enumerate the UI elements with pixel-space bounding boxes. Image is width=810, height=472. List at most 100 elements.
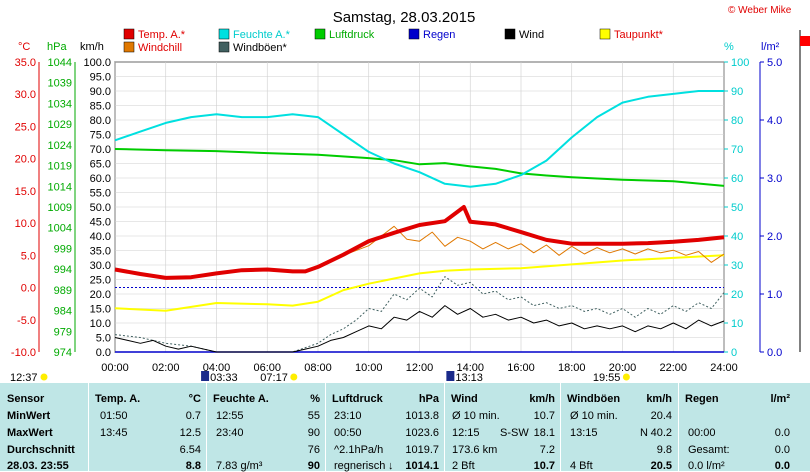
wind-tick-label: 80.0 (90, 115, 111, 127)
stats-temp-value: 6.54 (179, 444, 201, 456)
time-tick-label: 10:00 (355, 362, 383, 374)
wind-tick-label: 40.0 (90, 231, 111, 243)
moon-icon (40, 373, 48, 381)
humidity-tick-label: 100 (731, 57, 749, 69)
stats-temp-value: 0.7 (185, 410, 201, 422)
wind-tick-label: 100.0 (83, 57, 111, 69)
stats-header-gust: Windböen (567, 393, 621, 405)
stats-wind-value: 10.7 (533, 410, 555, 422)
legend-swatch (218, 41, 230, 53)
stats-wind-info: Ø 10 min. (452, 410, 500, 422)
legend-label: Regen (423, 29, 455, 41)
stats-pressure-value: 1019.7 (405, 444, 439, 456)
statistics-panel: Sensor MinWert MaxWert Durchschnitt 28.03. 2… (0, 383, 810, 472)
temp-tick-label: -5.0 (17, 315, 36, 327)
pressure-tick-label: 1044 (48, 57, 72, 69)
pressure-tick-label: 1009 (48, 202, 72, 214)
pressure-tick-label: 1019 (48, 161, 72, 173)
time-tick-label: 08:00 (304, 362, 332, 374)
stats-pressure-time: ^2.1hPa/h (334, 444, 384, 456)
legend-label: Luftdruck (329, 29, 375, 41)
wind-unit-label: km/h (80, 41, 104, 53)
temp-tick-label: -10.0 (11, 347, 36, 359)
stats-wind-info: 173.6 km (452, 444, 498, 456)
moon-marker-icon (446, 371, 455, 381)
humidity-tick-label: 30 (731, 260, 743, 272)
time-tick-label: 16:00 (507, 362, 535, 374)
y-axes: 35.0 30.0 25.0 20.0 15.0 10.0 5.0 0.0 -5.0 -10.0 1… (11, 57, 782, 359)
weather-chart: Samstag, 28.03.2015 © Weber Mike Temp. A… (10, 5, 810, 383)
temp-tick-label: 0.0 (21, 283, 36, 295)
sunrise-icon-time: 03:33 (210, 372, 238, 383)
stats-header-pressure: Luftdruck (332, 393, 383, 405)
legend-swatch (599, 28, 611, 40)
humidity-tick-label: 0 (731, 347, 737, 359)
wind-tick-label: 5.0 (96, 333, 111, 345)
sun-moon-row: 12:37 03:33 07:17 13:13 19:55 (10, 371, 630, 383)
series-line-windchill (343, 225, 725, 263)
stats-unit-humidity: % (310, 393, 320, 405)
sunrise-icon (201, 371, 210, 381)
legend-swatch (123, 41, 135, 53)
stats-temp-time: 01:50 (100, 410, 128, 422)
stats-header-temp: Temp. A. (95, 393, 141, 405)
humidity-tick-label: 40 (731, 231, 743, 243)
humidity-tick-label: 10 (731, 318, 743, 330)
legend-swatch (408, 28, 420, 40)
wind-tick-label: 35.0 (90, 246, 111, 258)
chart-title: Samstag, 28.03.2015 (333, 9, 476, 26)
wind-tick-label: 60.0 (90, 173, 111, 185)
moonset-time: 12:37 (10, 372, 38, 383)
stats-rain-value: 0.0 (774, 427, 790, 439)
pressure-tick-label: 989 (54, 285, 72, 297)
stats-wind-info: 2 Bft (452, 460, 475, 472)
stats-pressure-time: regnerisch (334, 460, 386, 472)
stats-rain-value: 0.0 (774, 444, 790, 456)
legend-label: Taupunkt* (614, 29, 664, 41)
pressure-tick-label: 1024 (48, 140, 72, 152)
stats-humidity-value: 90 (307, 460, 320, 472)
wind-tick-label: 95.0 (90, 72, 111, 84)
stats-humidity-time: 12:55 (216, 410, 244, 422)
legend-label: Windchill (138, 42, 182, 54)
wind-tick-label: 85.0 (90, 101, 111, 113)
right-edge-legend-swatch (800, 36, 810, 46)
pressure-unit-label: hPa (47, 41, 67, 53)
stats-pressure-value: 1014.1 (405, 460, 439, 472)
stats-pressure-time: 23:10 (334, 410, 362, 422)
legend-label: Windböen* (233, 42, 288, 54)
legend-swatch (218, 28, 230, 40)
stats-humidity-value: 90 (307, 427, 320, 439)
wind-tick-label: 75.0 (90, 130, 111, 142)
pressure-tick-label: 999 (54, 243, 72, 255)
temp-unit-label: °C (18, 41, 30, 53)
series-line-feuchte-a (114, 90, 724, 188)
stats-unit-wind: km/h (529, 393, 555, 405)
rain-tick-label: 3.0 (767, 173, 782, 185)
stats-gust-value: 20.5 (650, 460, 672, 472)
wind-tick-label: 50.0 (90, 202, 111, 214)
stats-rain-info: 0.0 l/m² (688, 460, 725, 472)
stats-rain-info: 00:00 (688, 427, 716, 439)
stats-row-label: 28.03. 23:55 (7, 460, 69, 472)
sun-icon (290, 373, 298, 381)
pressure-tick-label: 1004 (48, 223, 72, 235)
stats-unit-temp: °C (188, 393, 201, 405)
pressure-tick-label: 984 (54, 306, 72, 318)
stats-wind-value: 7.2 (539, 444, 555, 456)
temp-tick-label: 10.0 (15, 218, 36, 230)
stats-unit-pressure: hPa (418, 393, 439, 405)
humidity-tick-label: 80 (731, 115, 743, 127)
rain-tick-label: 2.0 (767, 231, 782, 243)
legend-swatch (314, 28, 326, 40)
stats-pressure-value: 1023.6 (405, 427, 439, 439)
stats-header-rain: Regen (685, 393, 719, 405)
wind-tick-label: 25.0 (90, 275, 111, 287)
temp-tick-label: 15.0 (15, 186, 36, 198)
time-tick-label: 24:00 (710, 362, 738, 374)
stats-temp-value: 8.8 (185, 460, 201, 472)
time-tick-label: 14:00 (456, 362, 484, 374)
legend-label: Temp. A.* (138, 29, 186, 41)
temp-tick-label: 20.0 (15, 154, 36, 166)
copyright-text: © Weber Mike (728, 5, 792, 16)
